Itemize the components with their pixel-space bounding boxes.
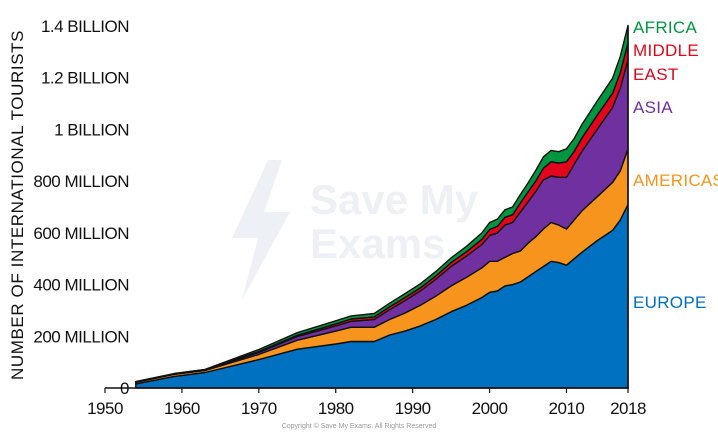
region-label: EAST	[633, 65, 679, 84]
y-tick-label: 200 MILLION	[33, 327, 129, 346]
watermark-line1: Save My	[310, 176, 479, 223]
x-tick-label: 1950	[87, 399, 123, 418]
x-tick-label: 1980	[318, 399, 354, 418]
y-axis-label: NUMBER OF INTERNATIONAL TOURISTS	[8, 30, 27, 380]
watermark: Save My Exams	[232, 160, 479, 300]
x-tick-label: 1990	[395, 399, 431, 418]
y-tick-labels: 0 200 MILLION 400 MILLION 600 MILLION 800 MI…	[33, 17, 129, 398]
y-tick-label: 600 MILLION	[33, 224, 129, 243]
x-tick-label: 2000	[472, 399, 508, 418]
x-tick-label: 2010	[549, 399, 585, 418]
watermark-line2: Exams	[310, 220, 445, 267]
x-tick-label: 1970	[241, 399, 277, 418]
y-tick-label: 400 MILLION	[33, 276, 129, 295]
region-label: AFRICA	[633, 18, 697, 37]
region-label: AMERICAS	[633, 171, 718, 190]
region-labels: AFRICA MIDDLE EAST ASIA AMERICAS EUROPE	[633, 18, 718, 312]
y-tick-label: 1.4 BILLION	[41, 17, 129, 36]
region-label: EUROPE	[633, 293, 707, 312]
x-tick-label: 2018	[610, 399, 646, 418]
y-tick-label: 800 MILLION	[33, 172, 129, 191]
y-tick-label: 1.2 BILLION	[41, 69, 129, 88]
y-tick-label: 0	[120, 379, 129, 398]
region-label: MIDDLE	[633, 41, 699, 60]
stacked-areas	[135, 24, 629, 389]
watermark-bolt-icon	[232, 160, 290, 300]
x-tick-label: 1960	[164, 399, 200, 418]
x-tick-labels: 1950 1960 1970 1980 1990 2000 2010 2018	[87, 388, 646, 418]
axes	[105, 25, 629, 389]
y-tick-label: 1 BILLION	[54, 120, 129, 139]
region-label: ASIA	[633, 98, 673, 117]
copyright-notice: Copyright © Save My Exams. All Rights Re…	[282, 422, 437, 430]
